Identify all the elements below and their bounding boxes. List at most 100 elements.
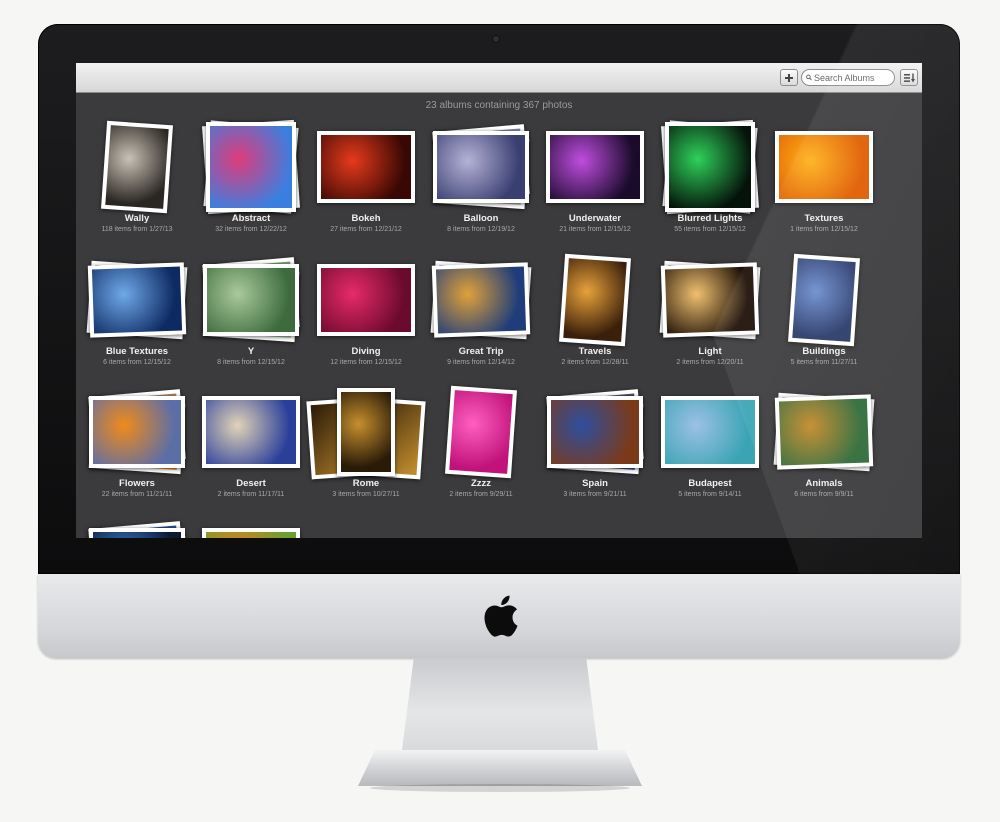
- album-item[interactable]: Underwater 21 items from 12/15/12: [540, 121, 650, 246]
- sort-list-icon: [903, 73, 915, 82]
- album-item[interactable]: Animals 6 items from 9/9/11: [769, 386, 879, 511]
- album-thumbnail-stack: [540, 386, 650, 478]
- album-item-count: 2 items from 12/20/11: [676, 359, 744, 366]
- album-thumbnail-stack: [196, 254, 306, 346]
- photo-card: [317, 131, 415, 203]
- album-item-count: 9 items from 12/14/12: [447, 359, 515, 366]
- album-title: Bokeh: [351, 213, 381, 224]
- album-item[interactable]: Spain 3 items from 9/21/11: [540, 386, 650, 511]
- album-title: Balloon: [463, 213, 499, 224]
- album-item-count: 12 items from 12/15/12: [330, 359, 402, 366]
- apple-logo-icon: [484, 595, 518, 637]
- album-title: Y: [247, 346, 255, 357]
- album-item-count: 55 items from 12/15/12: [674, 226, 746, 233]
- album-item-count: 6 items from 12/15/12: [103, 359, 171, 366]
- album-thumbnail-stack: [769, 386, 879, 478]
- album-thumbnail-stack: [306, 386, 426, 480]
- photo-card: [202, 528, 300, 538]
- album-cover-photo: [105, 125, 169, 209]
- album-item[interactable]: Travels 2 items from 12/28/11: [540, 253, 650, 379]
- album-thumbnail-stack: [655, 119, 765, 215]
- album-item-count: 3 items from 9/21/11: [563, 491, 627, 498]
- photo-card: [445, 385, 517, 479]
- photo-card: [433, 131, 529, 203]
- album-item[interactable]: [82, 518, 192, 538]
- album-item-count: 2 items from 9/29/11: [449, 491, 513, 498]
- photo-card: [559, 253, 631, 347]
- album-thumbnail-stack: [540, 253, 650, 347]
- album-title: Flowers: [119, 478, 155, 489]
- album-cover-photo: [563, 258, 627, 342]
- album-cover-photo: [207, 268, 295, 332]
- imac-stand-base: [358, 750, 642, 786]
- photo-card: [206, 122, 296, 212]
- photo-card: [203, 264, 299, 336]
- album-cover-photo: [435, 266, 527, 334]
- photo-card: [661, 396, 759, 468]
- photo-card: [101, 120, 173, 214]
- album-title: Spain: [582, 478, 608, 489]
- album-title: Underwater: [568, 213, 622, 224]
- album-thumbnail-stack: [311, 254, 421, 346]
- album-title: Travels: [578, 346, 612, 357]
- album-thumbnail-stack: [769, 121, 879, 213]
- album-item-count: 6 items from 9/9/11: [794, 491, 854, 498]
- album-title: Great Trip: [458, 346, 504, 357]
- album-item[interactable]: Great Trip 9 items from 12/14/12: [426, 254, 536, 379]
- album-item[interactable]: Light 2 items from 12/20/11: [655, 254, 765, 379]
- album-item[interactable]: Blue Textures 6 items from 12/15/12: [82, 254, 192, 379]
- search-icon: [806, 74, 812, 81]
- camera-icon: [493, 36, 499, 42]
- album-cover-photo: [91, 266, 183, 334]
- toolbar: [76, 63, 922, 93]
- album-item[interactable]: [196, 518, 306, 538]
- photo-card: [547, 396, 643, 468]
- search-input[interactable]: [812, 72, 894, 83]
- album-title: Rome: [352, 478, 380, 489]
- album-title: Buildings: [802, 346, 846, 357]
- album-thumbnail-stack: [655, 386, 765, 478]
- album-title: Textures: [804, 213, 844, 224]
- album-thumbnail-stack: [426, 385, 536, 479]
- album-cover-photo: [93, 400, 181, 464]
- album-cover-photo: [669, 126, 751, 208]
- album-item[interactable]: Y 8 items from 12/15/12: [196, 254, 306, 379]
- album-thumbnail-stack: [426, 254, 536, 346]
- photo-card: [87, 262, 187, 338]
- album-cover-photo: [437, 135, 525, 199]
- album-item[interactable]: Desert 2 items from 11/17/11: [196, 386, 306, 511]
- photo-card: [431, 262, 531, 338]
- album-grid: Wally 118 items from 1/27/13 Abstract 32 it…: [76, 63, 922, 538]
- album-cover-photo: [550, 135, 640, 199]
- album-thumbnail-stack: [196, 119, 306, 215]
- album-item[interactable]: Diving 12 items from 12/15/12: [311, 254, 421, 379]
- album-cover-photo: [341, 392, 391, 472]
- album-thumbnail-stack: [82, 254, 192, 346]
- add-album-button[interactable]: [780, 69, 798, 86]
- album-item[interactable]: Abstract 32 items from 12/22/12: [196, 119, 306, 246]
- album-item[interactable]: Flowers 22 items from 11/21/11: [82, 386, 192, 511]
- album-thumbnail-stack: [426, 121, 536, 213]
- album-item[interactable]: Bokeh 27 items from 12/21/12: [311, 121, 421, 246]
- album-cover-photo: [321, 135, 411, 199]
- album-item[interactable]: Balloon 8 items from 12/19/12: [426, 121, 536, 246]
- album-item[interactable]: Buildings 5 items from 11/27/11: [769, 253, 879, 379]
- album-cover-photo: [206, 532, 296, 538]
- album-item[interactable]: Zzzz 2 items from 9/29/11: [426, 385, 536, 511]
- photo-card: [317, 264, 415, 336]
- album-cover-photo: [664, 266, 756, 334]
- album-item[interactable]: Textures 1 items from 12/15/12: [769, 121, 879, 246]
- album-item-count: 27 items from 12/21/12: [330, 226, 402, 233]
- album-item-count: 1 items from 12/15/12: [790, 226, 858, 233]
- album-item[interactable]: Budapest 5 items from 9/14/11: [655, 386, 765, 511]
- photos-app-window: 23 albums containing 367 photos Wally 118…: [76, 63, 922, 538]
- album-title: Desert: [236, 478, 266, 489]
- search-field[interactable]: [801, 69, 895, 86]
- album-item[interactable]: Rome 3 items from 10/27/11: [306, 386, 426, 511]
- album-thumbnail-stack: [540, 121, 650, 213]
- album-item[interactable]: Blurred Lights 55 items from 12/15/12: [655, 119, 765, 246]
- sort-button[interactable]: [900, 69, 918, 86]
- album-item[interactable]: Wally 118 items from 1/27/13: [82, 120, 192, 246]
- photo-card: [774, 394, 874, 470]
- photo-card: [665, 122, 755, 212]
